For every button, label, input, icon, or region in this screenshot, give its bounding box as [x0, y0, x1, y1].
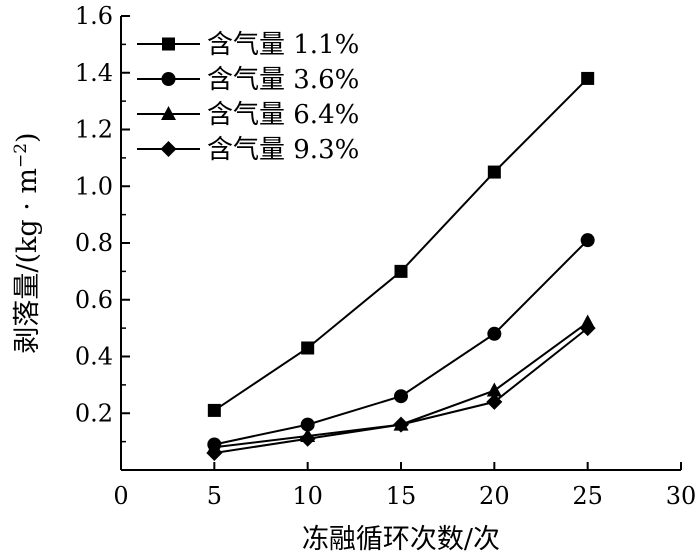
data-point-circle	[394, 389, 408, 404]
series-square	[207, 71, 595, 417]
y-tick-label: 0.8	[75, 229, 113, 257]
y-tick-label: 0.6	[75, 286, 113, 314]
ticks: 0 5 10 15 20 25 30 0.2 0.4 0.6 0.8 1.0 1.2 1.4 1.6	[75, 2, 696, 510]
y-tick-label: 1.0	[75, 172, 113, 200]
legend-label: 含气量 6.4%	[207, 100, 359, 130]
x-tick-label: 20	[479, 482, 510, 510]
y-axis-title-close: )	[12, 132, 43, 143]
y-axis-title: 剥落量/(kg · m−2)	[11, 132, 43, 353]
data-point-square	[581, 71, 595, 85]
data-point-square	[487, 165, 501, 179]
y-tick-label: 1.2	[75, 116, 113, 144]
legend-label: 含气量 1.1%	[207, 30, 359, 60]
legend-marker-diamond	[160, 141, 177, 157]
legend: 含气量 1.1% 含气量 3.6% 含气量 6.4% 含气量 9.3%	[137, 30, 359, 165]
legend-marker-triangle	[161, 106, 176, 120]
x-tick-label: 0	[113, 482, 128, 510]
x-tick-label: 25	[572, 482, 603, 510]
legend-item: 含气量 6.4%	[137, 100, 359, 130]
y-tick-label: 0.2	[75, 399, 113, 427]
data-point-diamond	[393, 416, 409, 433]
data-point-square	[207, 403, 221, 417]
data-point-diamond	[206, 444, 223, 461]
data-point-circle	[300, 417, 315, 432]
legend-marker-square	[162, 37, 175, 51]
y-tick-label: 0.4	[75, 343, 113, 371]
data-point-diamond	[299, 430, 316, 447]
data-point-square	[394, 264, 408, 278]
y-axis-title-main: 剥落量/(kg · m	[12, 168, 43, 354]
y-tick-label: 1.4	[75, 59, 113, 87]
legend-item: 含气量 9.3%	[137, 135, 359, 165]
data-series	[206, 71, 596, 461]
data-point-diamond	[579, 320, 596, 337]
legend-item: 含气量 3.6%	[137, 65, 359, 95]
legend-item: 含气量 1.1%	[137, 30, 359, 60]
x-tick-label: 5	[207, 482, 222, 510]
x-tick-label: 10	[292, 482, 323, 510]
legend-label: 含气量 9.3%	[207, 135, 359, 165]
legend-marker-circle	[161, 72, 176, 86]
y-axis-title-superscript: −2	[11, 143, 31, 168]
data-point-diamond	[486, 393, 503, 410]
x-axis-title: 冻融循环次数/次	[302, 524, 500, 555]
data-point-triangle	[486, 382, 502, 397]
data-point-square	[301, 341, 315, 355]
x-tick-label: 15	[386, 482, 417, 510]
data-point-circle	[580, 233, 595, 248]
y-tick-label: 1.6	[75, 2, 113, 30]
data-point-circle	[487, 326, 502, 341]
series-diamond	[206, 320, 596, 461]
x-tick-label: 30	[666, 482, 697, 510]
legend-label: 含气量 3.6%	[207, 65, 359, 95]
